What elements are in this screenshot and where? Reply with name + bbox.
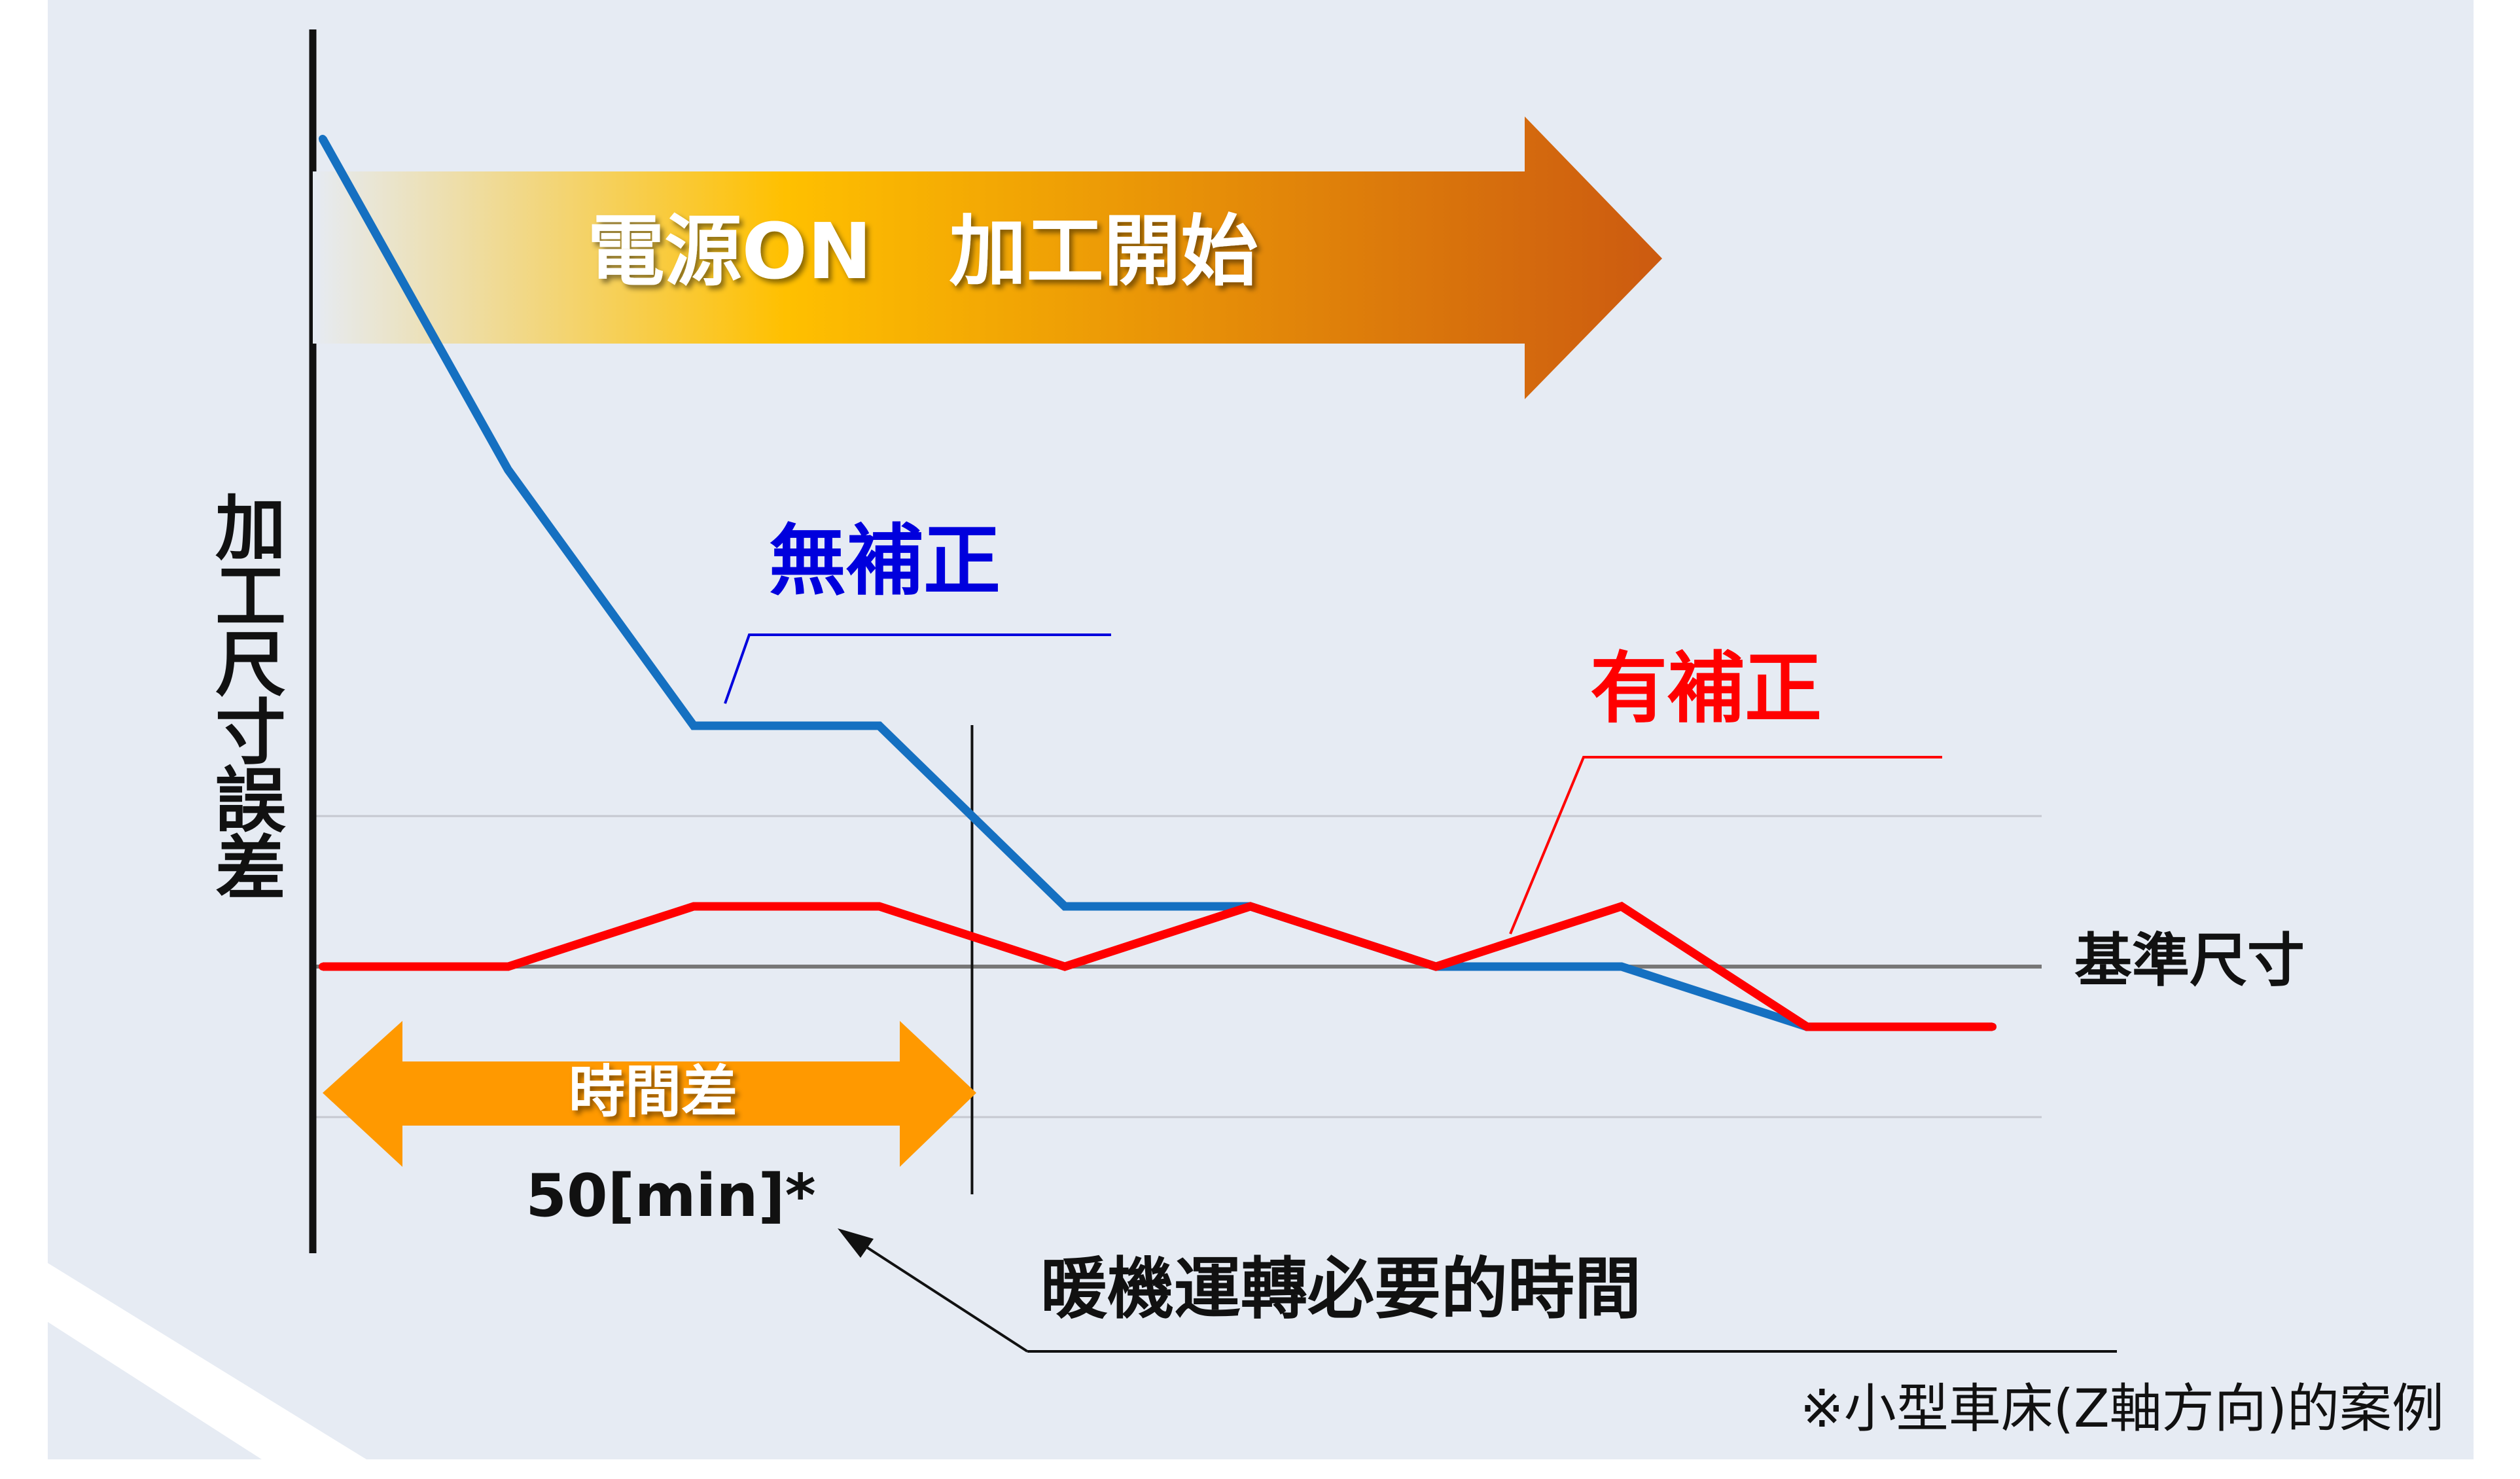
power-on-arrow [313, 116, 1662, 399]
data-point-no-compensation-2 [690, 722, 698, 730]
corner-stripe [48, 1263, 366, 1459]
data-point-with-compensation-4 [1061, 963, 1069, 971]
data-point-no-compensation-4 [1061, 902, 1069, 910]
data-point-with-compensation-3 [875, 902, 883, 910]
footnote: ※小型車床(Z軸方向)的案例 [1800, 1378, 2444, 1439]
power-on-label: 電源ON 加工開始 [587, 206, 1258, 296]
data-point-no-compensation-3 [875, 722, 883, 730]
data-point-no-compensation-0 [319, 135, 327, 143]
annotation-label: 暖機運轉必要的時間 [1040, 1251, 1641, 1328]
leader-line-with-compensation [1509, 756, 1942, 935]
data-point-with-compensation-2 [690, 902, 698, 910]
annotation-arrow-line [849, 1236, 1029, 1353]
data-point-with-compensation-1 [504, 963, 512, 971]
series-label-no-compensation: 無補正 [769, 516, 1001, 606]
time-difference-arrow [323, 1021, 976, 1167]
data-point-with-compensation-7 [1617, 902, 1625, 910]
data-point-with-compensation-6 [1432, 963, 1440, 971]
series-line-no-compensation [319, 136, 1993, 1031]
data-point-no-compensation-1 [504, 466, 512, 474]
y-axis-label: 加工尺寸誤差 [215, 488, 286, 910]
data-point-with-compensation-8 [1803, 1023, 1811, 1031]
time-difference-label: 時間差 [569, 1060, 737, 1125]
data-point-with-compensation-9 [1989, 1023, 1996, 1031]
time-difference-value: 50[min]* [525, 1162, 815, 1230]
annotation-arrowhead [838, 1228, 874, 1258]
data-point-with-compensation-5 [1246, 902, 1254, 910]
series-label-with-compensation: 有補正 [1590, 643, 1822, 734]
data-point-with-compensation-0 [319, 963, 327, 971]
reference-label: 基準尺寸 [2074, 927, 2305, 994]
data-point-no-compensation-7 [1617, 963, 1625, 971]
leader-line-no-compensation [724, 633, 1111, 704]
series-line-with-compensation [323, 901, 1993, 1031]
